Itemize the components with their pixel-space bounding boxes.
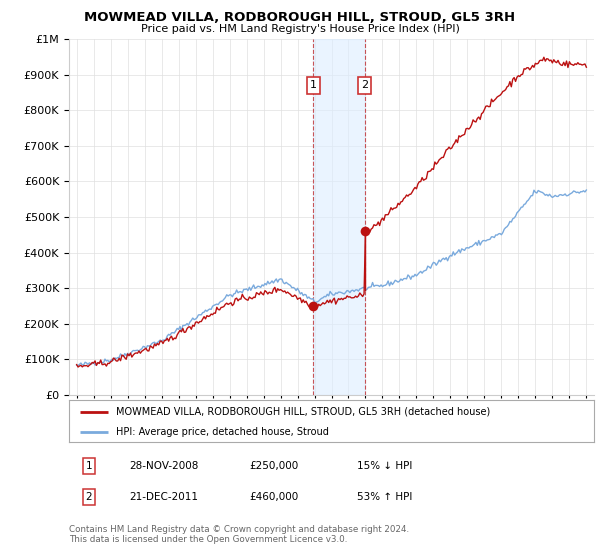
Bar (313, 39, 365, 395)
Text: 28-NOV-2008: 28-NOV-2008 (129, 461, 199, 471)
Text: Price paid vs. HM Land Registry's House Price Index (HPI): Price paid vs. HM Land Registry's House … (140, 24, 460, 34)
Text: MOWMEAD VILLA, RODBOROUGH HILL, STROUD, GL5 3RH: MOWMEAD VILLA, RODBOROUGH HILL, STROUD, … (85, 11, 515, 24)
Text: 2: 2 (361, 81, 368, 90)
Text: 1: 1 (85, 461, 92, 471)
Text: 1: 1 (310, 81, 317, 90)
Text: £250,000: £250,000 (249, 461, 298, 471)
Text: MOWMEAD VILLA, RODBOROUGH HILL, STROUD, GL5 3RH (detached house): MOWMEAD VILLA, RODBOROUGH HILL, STROUD, … (116, 407, 491, 417)
Text: 21-DEC-2011: 21-DEC-2011 (129, 492, 198, 502)
Text: 15% ↓ HPI: 15% ↓ HPI (357, 461, 412, 471)
Text: Contains HM Land Registry data © Crown copyright and database right 2024.
This d: Contains HM Land Registry data © Crown c… (69, 525, 409, 544)
Text: 53% ↑ HPI: 53% ↑ HPI (357, 492, 412, 502)
Text: HPI: Average price, detached house, Stroud: HPI: Average price, detached house, Stro… (116, 427, 329, 437)
Text: £460,000: £460,000 (249, 492, 298, 502)
Text: 2: 2 (85, 492, 92, 502)
